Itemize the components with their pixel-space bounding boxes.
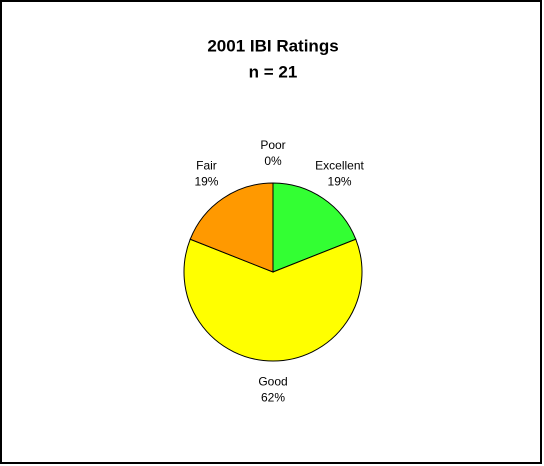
slice-value-label: 19% [328, 174, 352, 188]
pie-slice [189, 182, 274, 273]
chart-title: 2001 IBI Ratings [207, 36, 338, 55]
pie-slice [272, 182, 357, 273]
slice-label: Excellent [315, 158, 364, 172]
slice-label: Fair [196, 158, 217, 172]
slice-label: Poor [260, 138, 285, 152]
slice-value-label: 62% [261, 391, 285, 405]
chart-subtitle: n = 21 [249, 62, 298, 81]
slice-value-label: 19% [194, 174, 218, 188]
slice-label: Good [258, 375, 287, 389]
pie-slice [183, 238, 363, 362]
slice-value-label: 0% [264, 154, 282, 168]
